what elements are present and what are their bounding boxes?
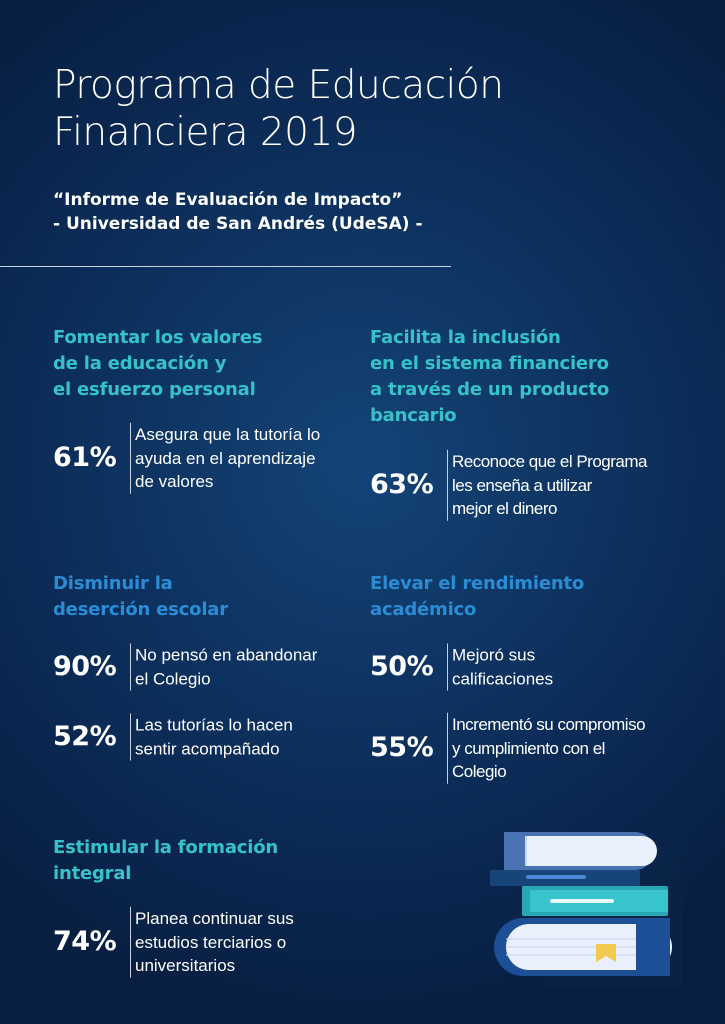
page-subtitle: “Informe de Evaluación de Impacto” - Uni… <box>53 188 423 236</box>
stat-value: 90% <box>53 651 117 682</box>
title-line: Programa de Educación <box>53 63 504 108</box>
desc-line: mejor el dinero <box>452 498 557 518</box>
desc-line: Mejoró sus <box>452 645 536 665</box>
section-heading-performance: Elevar el rendimiento académico <box>370 571 584 623</box>
heading-line: académico <box>370 599 477 620</box>
desc-line: universitarios <box>135 955 236 975</box>
section-heading-dropout: Disminuir la deserción escolar <box>53 571 228 623</box>
desc-line: Planea continuar sus <box>135 908 294 928</box>
desc-line: les enseña a utilizar <box>452 475 592 495</box>
stat-description: Asegura que la tutoría lo ayuda en el ap… <box>130 422 321 494</box>
heading-line: en el sistema financiero <box>370 353 609 374</box>
heading-line: Fomentar los valores <box>53 327 263 348</box>
heading-line: Disminuir la <box>53 573 173 594</box>
heading-line: de la educación y <box>53 353 227 374</box>
stat-value: 55% <box>370 732 434 763</box>
section-heading-inclusion: Facilita la inclusión en el sistema fina… <box>370 325 609 429</box>
heading-line: integral <box>53 863 132 884</box>
title-line: Financiera 2019 <box>53 110 358 155</box>
stat-value: 61% <box>53 442 117 473</box>
section-heading-formation: Estimular la formación integral <box>53 835 278 887</box>
heading-line: a través de un producto <box>370 379 610 400</box>
stat-description: Las tutorías lo hacen sentir acompañado <box>130 713 293 761</box>
desc-line: No pensó en abandonar <box>135 645 318 665</box>
stack-of-books-icon <box>490 832 682 986</box>
desc-line: Colegio <box>452 761 507 781</box>
heading-line: Facilita la inclusión <box>370 327 561 348</box>
subtitle-line: - Universidad de San Andrés (UdeSA) - <box>53 214 423 234</box>
stat-description: Mejoró sus calificaciones <box>447 643 554 691</box>
stat-description: Incrementó su compromiso y cumplimiento … <box>447 712 646 784</box>
heading-line: deserción escolar <box>53 599 228 620</box>
desc-line: calificaciones <box>452 669 554 688</box>
heading-line: bancario <box>370 405 457 426</box>
stat-value: 63% <box>370 469 434 500</box>
stat-value: 52% <box>53 721 117 752</box>
desc-line: Incrementó su compromiso <box>452 714 646 734</box>
stat-description: Planea continuar sus estudios terciarios… <box>130 906 294 978</box>
desc-line: de valores <box>135 471 214 491</box>
stat-value: 74% <box>53 926 117 957</box>
desc-line: Reconoce que el Programa <box>452 451 647 471</box>
desc-line: sentir acompañado <box>135 739 280 758</box>
header-divider <box>0 266 451 267</box>
desc-line: ayuda en el aprendizaje <box>135 448 316 468</box>
desc-line: y cumplimiento con el <box>452 738 605 758</box>
stat-description: No pensó en abandonar el Colegio <box>130 643 318 691</box>
section-heading-values: Fomentar los valores de la educación y e… <box>53 325 263 403</box>
heading-line: Estimular la formación <box>53 837 278 858</box>
desc-line: Las tutorías lo hacen <box>135 715 293 735</box>
desc-line: estudios terciarios o <box>135 932 287 952</box>
page-title: Programa de Educación Financiera 2019 <box>53 62 504 156</box>
subtitle-line: “Informe de Evaluación de Impacto” <box>53 190 403 210</box>
stat-value: 50% <box>370 651 434 682</box>
heading-line: el esfuerzo personal <box>53 379 256 400</box>
desc-line: Asegura que la tutoría lo <box>135 424 321 444</box>
stat-description: Reconoce que el Programa les enseña a ut… <box>447 449 647 521</box>
desc-line: el Colegio <box>135 669 211 688</box>
heading-line: Elevar el rendimiento <box>370 573 585 594</box>
